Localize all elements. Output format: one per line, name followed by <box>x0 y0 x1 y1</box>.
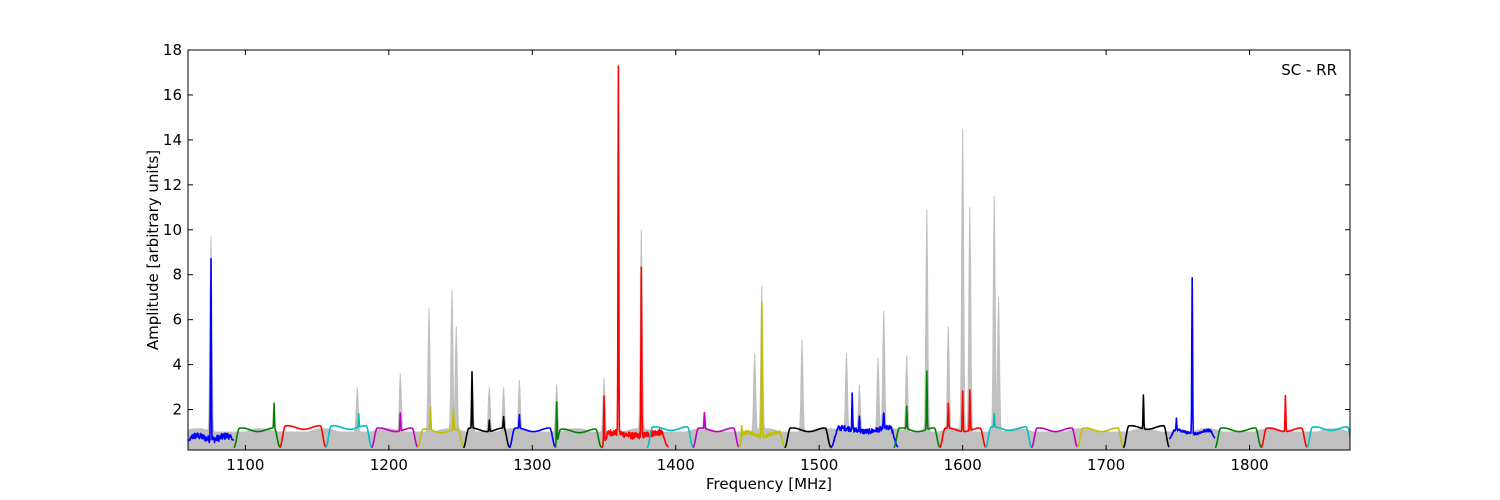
subband-line-9 <box>554 401 602 449</box>
subband-line-18 <box>985 412 1033 449</box>
x-tick-label: 1800 <box>1230 456 1268 474</box>
background-spectrum <box>188 128 1350 450</box>
background-spectrum-area <box>188 128 1350 450</box>
subband-line-16 <box>893 370 941 449</box>
subband-line-21 <box>1122 394 1170 449</box>
subband-line-13 <box>738 301 786 449</box>
x-tick-label: 1700 <box>1087 456 1125 474</box>
subband-line-24 <box>1260 394 1308 449</box>
y-tick-label: 12 <box>163 176 182 194</box>
subband-line-15 <box>830 392 899 449</box>
plot-frame <box>187 49 1351 451</box>
x-axis-label: Frequency [MHz] <box>706 475 832 493</box>
subband-line-10 <box>600 65 670 449</box>
x-tick-label: 1600 <box>944 456 982 474</box>
y-axis: 2 4 6 8 10 12 14 16 18 <box>163 41 1350 419</box>
x-tick-label: 1200 <box>370 456 408 474</box>
subband-line-22 <box>1168 276 1216 440</box>
subband-line-1 <box>188 257 235 444</box>
subband-line-19 <box>1030 427 1078 449</box>
subband-line-25 <box>1306 426 1350 449</box>
y-tick-label: 8 <box>172 266 182 284</box>
y-tick-label: 18 <box>163 41 182 59</box>
subband-line-2 <box>233 402 281 449</box>
y-tick-label: 4 <box>172 356 182 374</box>
y-tick-label: 6 <box>172 311 182 329</box>
subband-line-4 <box>325 412 373 449</box>
subband-line-6 <box>417 406 464 449</box>
x-tick-label: 1400 <box>657 456 695 474</box>
subband-line-5 <box>371 412 419 449</box>
subband-line-14 <box>784 427 832 449</box>
chart-annotation: SC - RR <box>1281 61 1337 79</box>
subband-line-20 <box>1076 427 1124 449</box>
x-tick-label: 1500 <box>800 456 838 474</box>
subband-line-12 <box>692 411 740 449</box>
y-tick-label: 10 <box>163 221 182 239</box>
x-tick-label: 1100 <box>226 456 264 474</box>
subband-series <box>188 65 1350 449</box>
subband-line-17 <box>939 389 987 449</box>
subband-line-23 <box>1214 427 1262 449</box>
subband-line-11 <box>646 426 694 449</box>
x-tick-label: 1300 <box>513 456 551 474</box>
x-axis: 1100 1200 1300 1400 1500 1600 1700 1800 <box>226 50 1269 474</box>
y-tick-label: 14 <box>163 131 182 149</box>
y-axis-label: Amplitude [arbitrary units] <box>144 150 162 350</box>
y-tick-label: 16 <box>163 86 182 104</box>
subband-line-8 <box>508 413 556 449</box>
subband-line-3 <box>279 424 327 449</box>
y-tick-label: 2 <box>172 401 182 419</box>
subband-line-7 <box>462 370 510 449</box>
